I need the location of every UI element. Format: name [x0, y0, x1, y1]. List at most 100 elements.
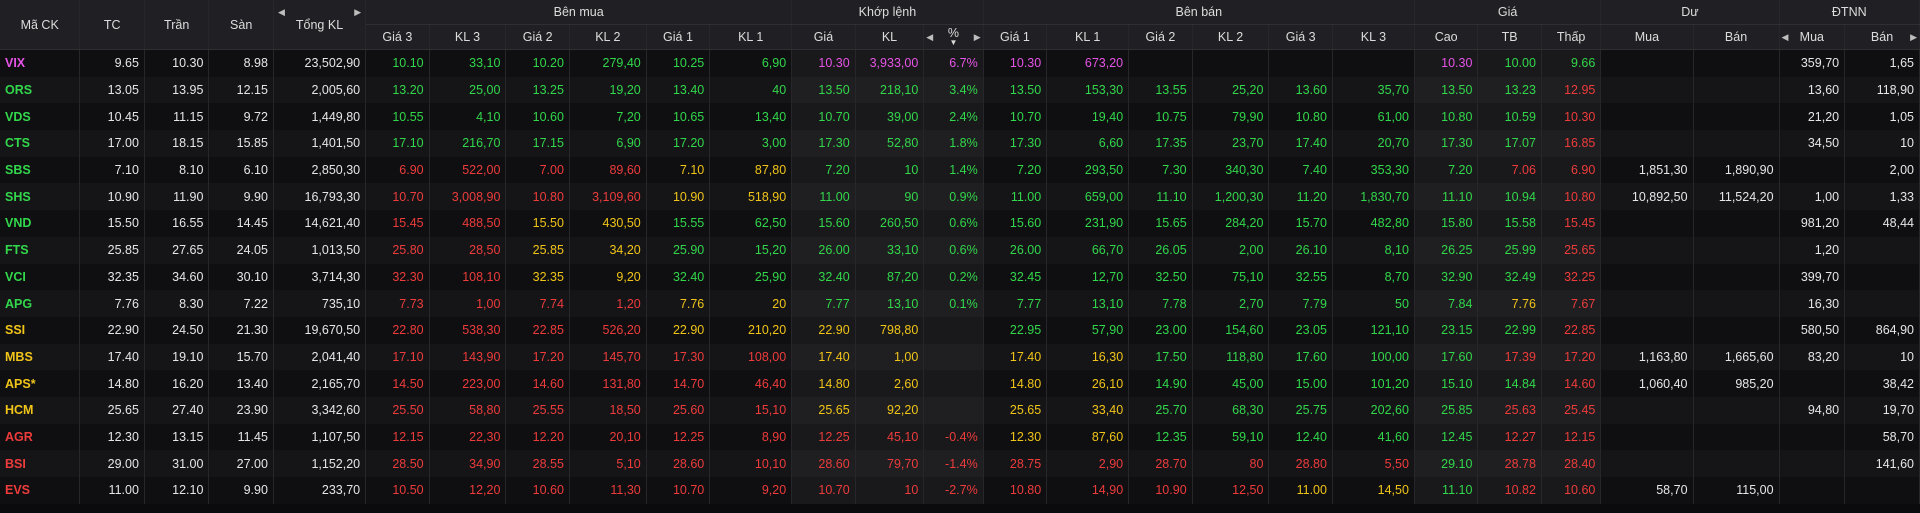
table-row[interactable]: BSI 29.00 31.00 27.00 1,152,20 28.50 34,90 28.5… — [0, 450, 1920, 477]
low-price-cell: 17.20 — [1541, 343, 1602, 371]
table-row[interactable]: SSI 22.90 24.50 21.30 19,670,50 22.80 538,30 22… — [0, 316, 1920, 344]
col-header-buy-kl3[interactable]: KL 3 — [429, 24, 507, 50]
table-row[interactable]: SHS 10.90 11.90 9.90 16,793,30 10.70 3,008,90 1… — [0, 183, 1920, 211]
col-header-match-gia[interactable]: Giá — [791, 24, 856, 50]
symbol-cell[interactable]: APS* — [0, 370, 81, 397]
col-header-tran[interactable]: Trần — [144, 0, 210, 50]
buy-price1-cell: 13.40 — [646, 76, 711, 104]
symbol-cell[interactable]: VIX — [0, 49, 81, 77]
sell-price1-cell: 28.75 — [983, 450, 1048, 477]
col-header-buy-gia2[interactable]: Giá 2 — [505, 24, 570, 50]
symbol-cell[interactable]: SSI — [0, 316, 81, 344]
sort-desc-icon[interactable]: ▼ — [949, 38, 958, 47]
table-row[interactable]: CTS 17.00 18.15 15.85 1,401,50 17.10 216,70 17.… — [0, 130, 1920, 157]
match-right-arrow-icon[interactable]: ▶ — [973, 32, 981, 42]
table-row[interactable]: SBS 7.10 8.10 6.10 2,850,30 6.90 522,00 7.00 89,… — [0, 156, 1920, 184]
table-row[interactable]: EVS 11.00 12.10 9.90 233,70 10.50 12,20 10.60 11… — [0, 477, 1920, 504]
scroll-left-arrow-icon[interactable]: ◀ — [277, 7, 285, 17]
match-vol-cell: 33,10 — [855, 236, 925, 264]
symbol-cell[interactable]: ORS — [0, 76, 81, 104]
symbol-cell[interactable]: VDS — [0, 103, 81, 131]
table-row[interactable]: VDS 10.45 11.15 9.72 1,449,80 10.55 4,10 10.60 7… — [0, 103, 1920, 131]
symbol-cell[interactable]: AGR — [0, 423, 81, 451]
table-row[interactable]: APS* 14.80 16.20 13.40 2,165,70 14.50 223,00 14… — [0, 370, 1920, 397]
col-header-tc[interactable]: TC — [79, 0, 145, 50]
symbol-cell[interactable]: VND — [0, 210, 81, 237]
sell-price3-cell: 12.40 — [1268, 423, 1333, 451]
table-row[interactable]: FTS 25.85 27.65 24.05 1,013,50 25.80 28,50 25.8… — [0, 236, 1920, 264]
dtnn-left-arrow-icon[interactable]: ◀ — [1781, 32, 1789, 42]
sell-price1-cell: 13.50 — [983, 76, 1048, 104]
symbol-cell[interactable]: FTS — [0, 236, 81, 264]
col-header-du-mua[interactable]: Mua — [1600, 24, 1694, 50]
symbol-cell[interactable]: SHS — [0, 183, 81, 211]
sell-vol1-cell: 66,70 — [1046, 236, 1130, 264]
col-header-match-pct[interactable]: ◀ % ▼ ▶ — [923, 24, 984, 50]
col-header-ma-ck[interactable]: Mã CK — [0, 0, 81, 50]
sell-vol2-cell: 154,60 — [1192, 316, 1270, 344]
col-header-tb[interactable]: TB — [1477, 24, 1542, 50]
col-header-buy-gia3[interactable]: Giá 3 — [365, 24, 430, 50]
du-mua-cell — [1600, 396, 1694, 424]
sell-price3-cell: 15.00 — [1268, 370, 1333, 397]
san-cell: 21.30 — [208, 316, 274, 344]
buy-price1-cell: 10.70 — [646, 477, 711, 504]
foreign-buy-cell: 13,60 — [1779, 76, 1846, 104]
scroll-right-arrow-icon[interactable]: ▶ — [354, 7, 362, 17]
du-mua-cell — [1600, 263, 1694, 291]
match-vol-cell: 798,80 — [855, 316, 925, 344]
col-header-sell-kl2[interactable]: KL 2 — [1192, 24, 1270, 50]
symbol-cell[interactable]: VCI — [0, 263, 81, 291]
col-header-nn-ban[interactable]: Bán ▶ — [1844, 24, 1920, 50]
match-price-cell: 10.70 — [791, 103, 856, 131]
table-row[interactable]: AGR 12.30 13.15 11.45 1,107,50 12.15 22,30 12.2… — [0, 423, 1920, 451]
col-header-buy-kl1[interactable]: KL 1 — [709, 24, 793, 50]
du-ban-cell — [1693, 263, 1780, 291]
tc-cell: 29.00 — [79, 450, 145, 477]
table-row[interactable]: HCM 25.65 27.40 23.90 3,342,60 25.50 58,80 25.5… — [0, 396, 1920, 424]
match-price-cell: 32.40 — [791, 263, 856, 291]
high-price-cell: 10.80 — [1414, 103, 1479, 131]
col-header-nn-mua[interactable]: ◀ Mua — [1779, 24, 1846, 50]
dtnn-right-arrow-icon[interactable]: ▶ — [1910, 32, 1917, 42]
foreign-sell-cell: 10 — [1844, 130, 1920, 157]
col-header-sell-gia2[interactable]: Giá 2 — [1128, 24, 1193, 50]
col-header-sell-kl3[interactable]: KL 3 — [1332, 24, 1415, 50]
table-row[interactable]: VND 15.50 16.55 14.45 14,621,40 15.45 488,50 15… — [0, 210, 1920, 237]
col-header-cao[interactable]: Cao — [1414, 24, 1479, 50]
sell-vol2-cell: 340,30 — [1192, 156, 1270, 184]
col-header-buy-gia1[interactable]: Giá 1 — [646, 24, 711, 50]
buy-price3-cell: 15.45 — [365, 210, 430, 237]
col-header-sell-gia3[interactable]: Giá 3 — [1268, 24, 1333, 50]
avg-price-cell: 32.49 — [1477, 263, 1542, 291]
buy-vol2-cell: 11,30 — [569, 477, 647, 504]
buy-price1-cell: 14.70 — [646, 370, 711, 397]
table-row[interactable]: MBS 17.40 19.10 15.70 2,041,40 17.10 143,90 17.… — [0, 343, 1920, 371]
col-header-san[interactable]: Sàn — [208, 0, 274, 50]
col-header-buy-kl2[interactable]: KL 2 — [569, 24, 647, 50]
symbol-cell[interactable]: SBS — [0, 156, 81, 184]
col-header-tong-kl[interactable]: ◀ Tổng KL ▶ — [273, 0, 367, 50]
col-header-thap[interactable]: Thấp — [1541, 24, 1602, 50]
symbol-cell[interactable]: HCM — [0, 396, 81, 424]
symbol-cell[interactable]: APG — [0, 290, 81, 317]
symbol-cell[interactable]: MBS — [0, 343, 81, 371]
table-row[interactable]: VCI 32.35 34.60 30.10 3,714,30 32.30 108,10 32.… — [0, 263, 1920, 291]
buy-price1-cell: 10.25 — [646, 49, 711, 77]
col-header-du-ban[interactable]: Bán — [1693, 24, 1780, 50]
table-row[interactable]: APG 7.76 8.30 7.22 735,10 7.73 1,00 7.74 1,20 7.7… — [0, 290, 1920, 317]
symbol-cell[interactable]: EVS — [0, 477, 81, 504]
table-row[interactable]: ORS 13.05 13.95 12.15 2,005,60 13.20 25,00 13.2… — [0, 76, 1920, 104]
match-pct-cell: 2.4% — [923, 103, 984, 131]
group-header-dtnn: ĐTNN — [1779, 0, 1920, 25]
col-header-sell-gia1[interactable]: Giá 1 — [983, 24, 1048, 50]
symbol-cell[interactable]: BSI — [0, 450, 81, 477]
sell-price2-cell: 23.00 — [1128, 316, 1193, 344]
table-row[interactable]: VIX 9.65 10.30 8.98 23,502,90 10.10 33,10 10.20… — [0, 49, 1920, 77]
col-header-sell-kl1[interactable]: KL 1 — [1046, 24, 1130, 50]
foreign-buy-cell: 16,30 — [1779, 290, 1846, 317]
total-volume-cell: 1,107,50 — [273, 423, 367, 451]
col-header-match-kl[interactable]: KL — [855, 24, 925, 50]
symbol-cell[interactable]: CTS — [0, 130, 81, 157]
match-left-arrow-icon[interactable]: ◀ — [926, 32, 934, 42]
